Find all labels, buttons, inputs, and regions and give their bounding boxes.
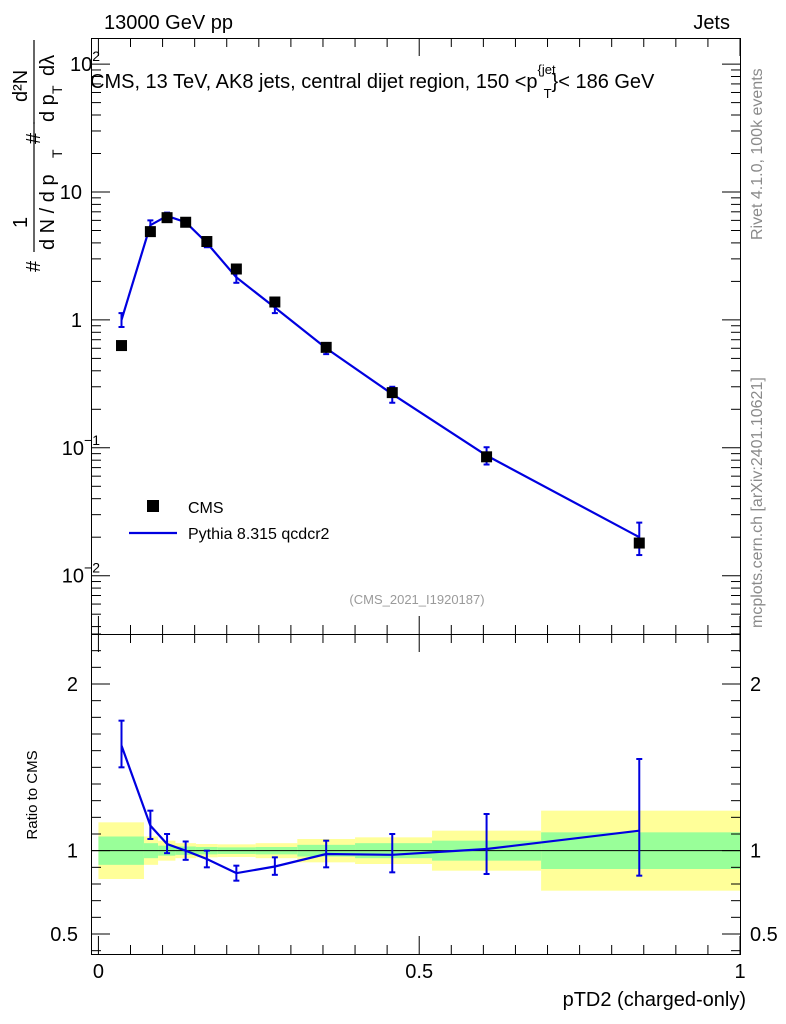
ratio-y-tick-label-left: 2 — [67, 674, 78, 696]
cms-data-point — [633, 537, 645, 549]
ratio-y-axis-label: Ratio to CMS — [24, 750, 41, 839]
ratio-y-tick-label-right: 2 — [750, 674, 761, 696]
cms-data-point — [144, 226, 156, 238]
analysis-id-label: (CMS_2021_I1920187) — [349, 592, 484, 607]
mcplots-label: mcplots.cern.ch [arXiv:2401.10621] — [749, 377, 766, 628]
legend-cms-label: CMS — [188, 500, 224, 517]
x-axis-label: pTD2 (charged-only) — [563, 989, 746, 1011]
y-label-one: 1 — [10, 217, 32, 228]
y-label-dpT: d p — [37, 94, 59, 122]
ratio-x-axis: 0 0.5 1 — [93, 634, 746, 983]
header-energy-label: 13000 GeV pp — [104, 12, 233, 34]
cms-data-point — [161, 212, 173, 224]
main-y-axis-label: # 1 d N / d p T # d²N d p T dλ — [10, 40, 65, 272]
ratio-y-tick-label-right: 0.5 — [750, 924, 778, 946]
ratio-plot-frame — [91, 634, 741, 955]
cms-data-point — [180, 216, 192, 228]
legend-mc-label: Pythia 8.315 qcdcr2 — [188, 526, 330, 543]
ratio-y-axis: 0.5 0.5 1 1 2 2 — [50, 633, 778, 952]
legend: CMS Pythia 8.315 qcdcr2 — [129, 500, 330, 543]
cms-data-point — [269, 296, 281, 308]
cms-data-point — [116, 340, 128, 352]
x-tick-label: 1 — [734, 961, 745, 983]
y-tick-label: 102 — [70, 48, 100, 76]
mc-curve — [120, 214, 640, 539]
y-label-sub-T-2: T — [49, 85, 65, 94]
header-jets-label: Jets — [693, 12, 730, 34]
cms-data-point — [230, 263, 242, 275]
main-x-axis — [97, 38, 741, 634]
main-plot-title: CMS, 13 TeV, AK8 jets, central dijet reg… — [90, 62, 655, 101]
y-label-hash-1: # — [23, 260, 45, 272]
cms-data-point — [386, 387, 398, 399]
cms-data-point — [481, 451, 493, 463]
ratio-y-tick-label-left: 1 — [67, 841, 78, 863]
y-tick-label: 1 — [71, 310, 82, 332]
main-y-axis: 10−2 10−1 1 10 102 — [60, 48, 740, 628]
y-label-hash-2: # — [23, 132, 45, 144]
y-label-sub-T-1: T — [49, 149, 65, 158]
legend-cms-marker — [147, 500, 159, 512]
y-label-dN: d N / d p — [37, 174, 59, 250]
ratio-y-tick-label-left: 0.5 — [50, 924, 78, 946]
ratio-plot-panel: 0.5 0.51 12 2 0 0.5 1 — [50, 633, 778, 983]
rivet-version-label: Rivet 4.1.0, 100k events — [749, 68, 766, 240]
main-plot-panel: 10−2 10−1 1 10 102 — [60, 38, 741, 635]
y-tick-label: 10−2 — [62, 560, 100, 588]
x-tick-label: 0 — [93, 961, 104, 983]
ratio-error-bars — [118, 719, 643, 882]
cms-data-point — [201, 236, 213, 248]
y-tick-label: 10−1 — [62, 432, 100, 460]
ratio-mc-curve — [120, 745, 640, 875]
cms-data-points — [116, 212, 645, 549]
ratio-y-tick-label-right: 1 — [750, 841, 761, 863]
y-label-dlambda: dλ — [37, 55, 59, 76]
y-label-d2N: d²N — [10, 70, 32, 102]
cms-data-point — [320, 341, 332, 353]
y-tick-label: 10 — [60, 182, 82, 204]
x-tick-label: 0.5 — [405, 961, 433, 983]
